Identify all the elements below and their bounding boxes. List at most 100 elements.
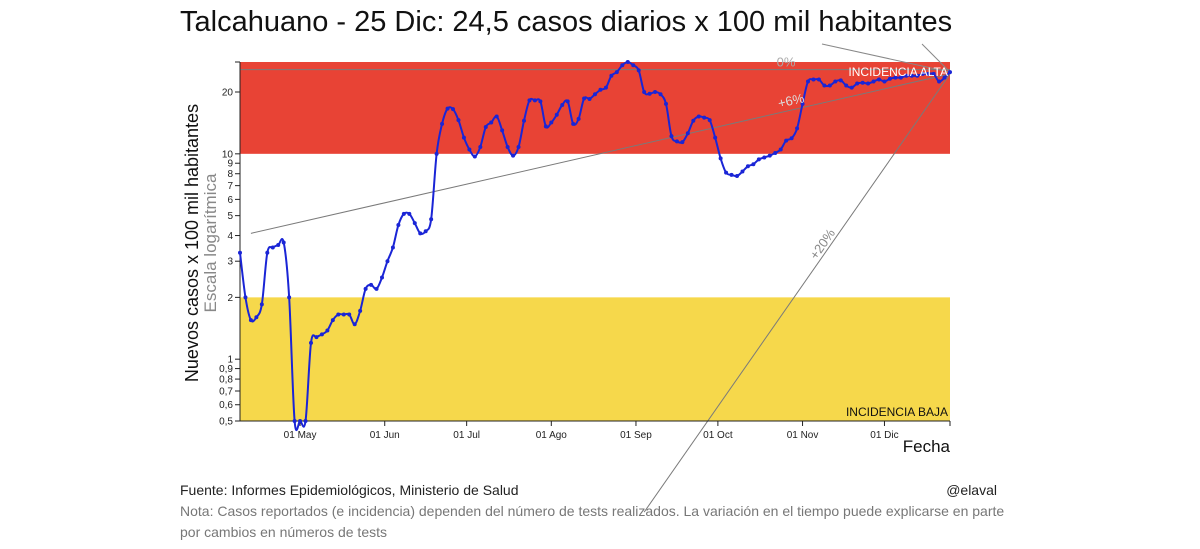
data-point	[729, 172, 734, 177]
data-point	[582, 96, 587, 101]
data-point	[549, 120, 554, 125]
data-point	[401, 211, 406, 216]
band-label-alta: INCIDENCIA ALTA	[848, 65, 948, 79]
data-point	[816, 77, 821, 82]
data-point	[691, 118, 696, 123]
data-point	[636, 68, 641, 73]
data-point	[642, 90, 647, 95]
data-point	[472, 154, 477, 159]
data-point	[238, 250, 242, 255]
data-point	[762, 155, 767, 160]
x-axis-label: Fecha	[903, 437, 951, 456]
x-tick-label: 01 Jul	[453, 430, 480, 441]
data-point	[811, 77, 816, 82]
data-point	[948, 70, 952, 75]
data-point	[860, 80, 865, 85]
data-point	[287, 295, 292, 300]
data-point	[909, 73, 914, 78]
data-point	[538, 99, 543, 104]
data-point	[390, 245, 395, 250]
x-tick-label: 01 Ago	[536, 430, 568, 441]
data-point	[882, 79, 887, 84]
data-point	[806, 79, 810, 84]
data-point	[445, 106, 450, 111]
data-point	[789, 136, 794, 141]
data-point	[718, 156, 723, 161]
data-point	[456, 118, 461, 123]
data-point	[855, 81, 860, 86]
trend-lines-layer	[240, 43, 951, 513]
data-point	[429, 217, 434, 222]
data-point	[707, 118, 712, 123]
data-point	[298, 419, 303, 423]
data-point	[877, 77, 881, 82]
trend-label-1: +6%	[776, 90, 805, 111]
y-tick-label: 1	[227, 355, 233, 366]
data-point	[713, 135, 718, 140]
data-point	[827, 83, 832, 88]
data-point	[554, 112, 559, 117]
data-point	[571, 121, 576, 126]
y-tick-label: 6	[227, 195, 233, 206]
data-point	[440, 121, 445, 126]
data-point	[505, 144, 510, 149]
data-point	[833, 79, 838, 84]
x-tick-label: 01 Sep	[620, 430, 652, 441]
data-point	[898, 75, 903, 80]
data-point	[849, 85, 854, 90]
data-point	[614, 70, 619, 75]
data-point	[740, 169, 745, 174]
data-point	[915, 73, 920, 78]
data-point	[887, 76, 892, 81]
data-point	[363, 286, 368, 291]
y-tick-label: 5	[227, 211, 233, 222]
data-point	[467, 147, 472, 152]
data-point	[696, 114, 701, 119]
data-point	[522, 118, 526, 123]
data-point	[795, 126, 800, 131]
trend-line-1	[250, 73, 951, 234]
data-point	[702, 115, 707, 120]
data-point	[319, 332, 324, 337]
data-point	[647, 91, 652, 96]
data-point	[489, 120, 494, 125]
band-label-baja: INCIDENCIA BAJA	[846, 405, 948, 419]
data-point	[543, 124, 548, 129]
data-point	[358, 308, 363, 313]
data-point	[685, 131, 690, 136]
data-point	[396, 223, 401, 228]
data-point	[511, 153, 516, 158]
data-point	[281, 240, 286, 245]
data-point	[412, 221, 417, 226]
data-point	[931, 71, 936, 76]
data-point	[598, 87, 603, 92]
data-point	[942, 75, 947, 80]
data-point	[674, 139, 679, 144]
data-point	[303, 419, 308, 423]
data-point	[822, 83, 827, 88]
data-point	[259, 302, 264, 307]
data-point	[325, 328, 330, 333]
data-point	[418, 231, 423, 236]
x-tick-label: 01 Dic	[870, 430, 898, 441]
x-tick-label: 01 Nov	[787, 430, 819, 441]
data-point	[658, 92, 663, 97]
callout-line-0	[821, 43, 951, 73]
data-point	[407, 211, 412, 216]
data-point	[751, 162, 756, 167]
data-point	[270, 245, 275, 250]
data-point	[937, 79, 942, 84]
y-tick-label: 7	[227, 181, 233, 192]
data-point	[926, 71, 931, 76]
data-point	[800, 101, 805, 106]
trend-label-0: 0%	[777, 55, 796, 70]
y-tick-label: 0,5	[219, 417, 233, 428]
y-tick-label: 9	[227, 159, 233, 170]
data-point	[494, 114, 499, 119]
y-tick-label: 0,9	[219, 364, 233, 375]
y-tick-label: 2	[227, 293, 233, 304]
data-point	[871, 79, 876, 84]
data-point	[532, 98, 537, 103]
data-point	[735, 173, 739, 178]
